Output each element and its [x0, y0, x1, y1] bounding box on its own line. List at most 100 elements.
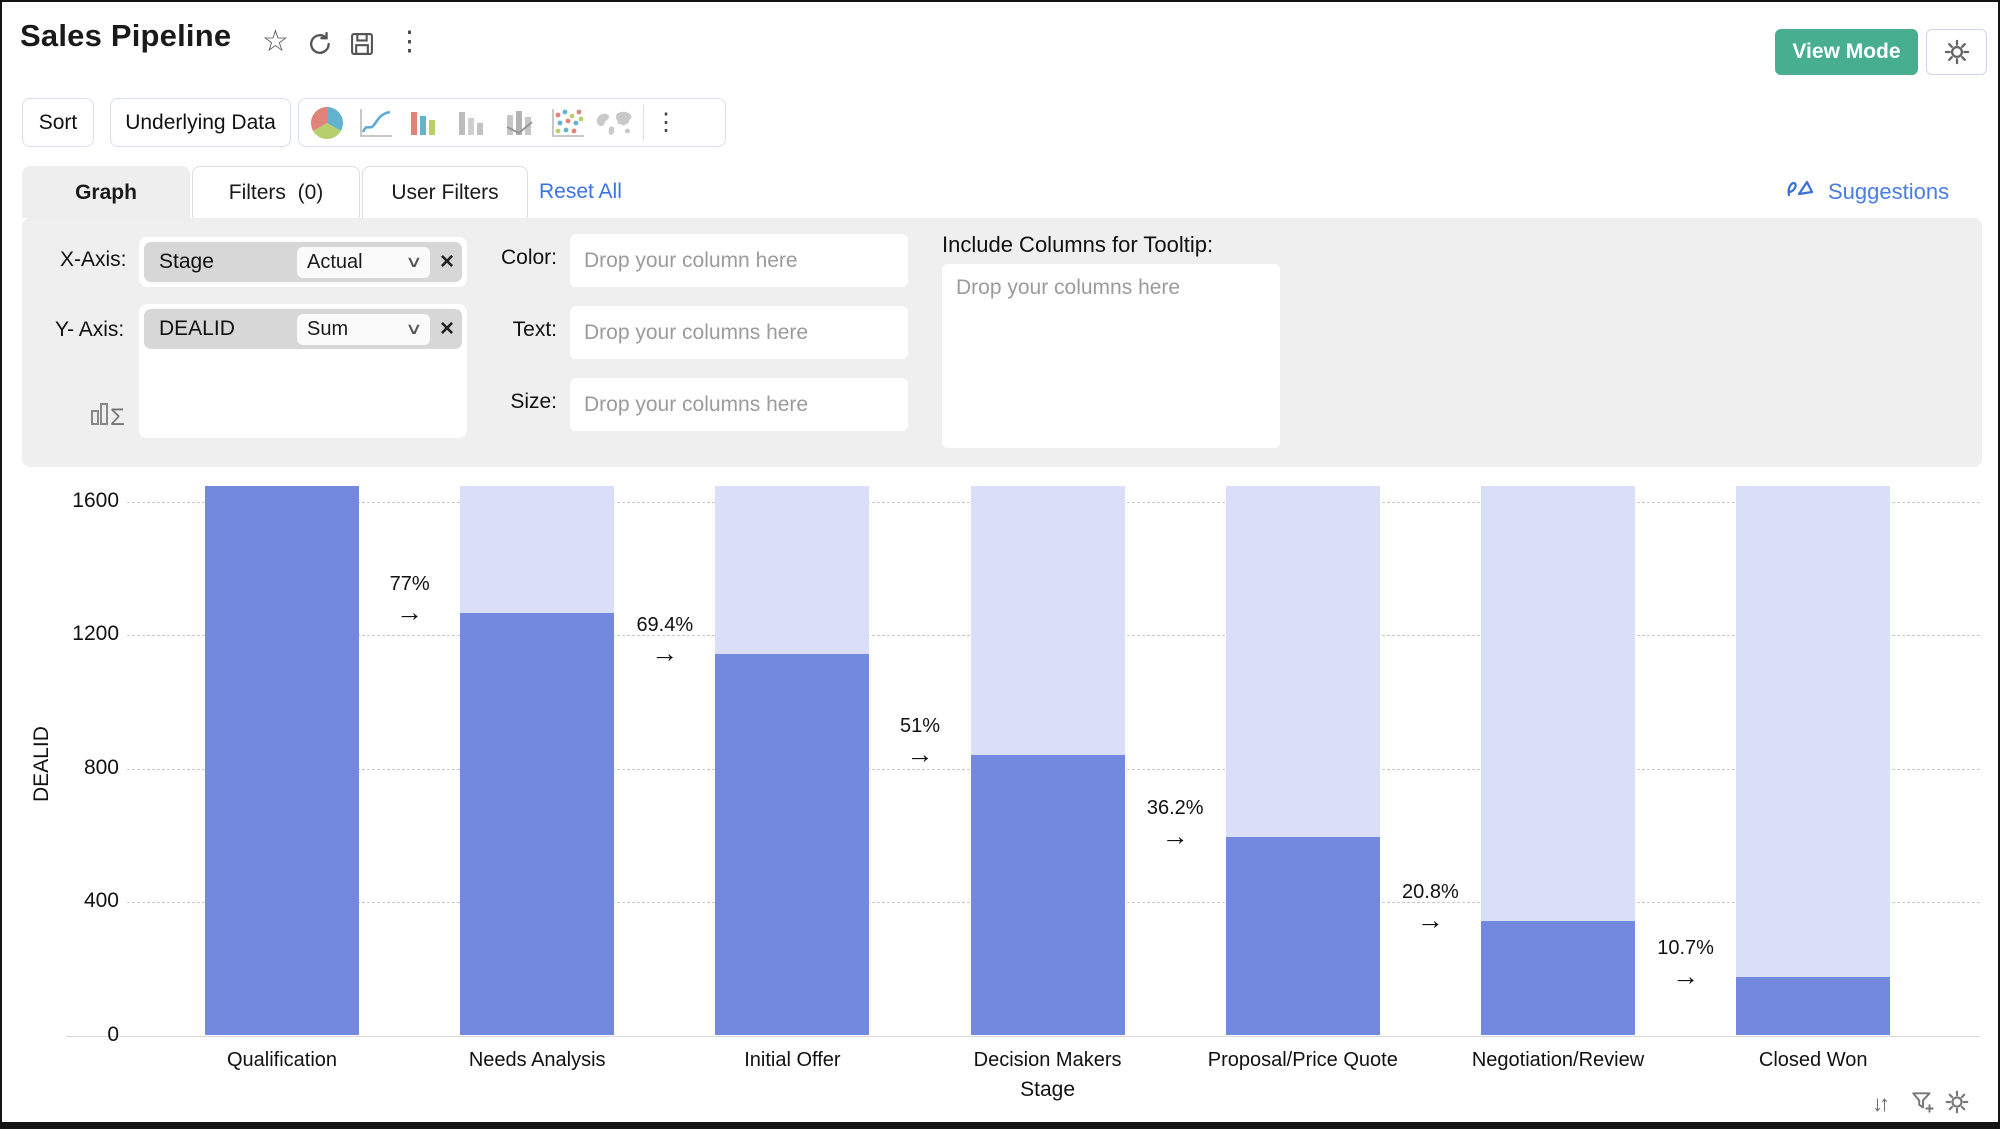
toolbar-divider: [643, 104, 644, 141]
zia-suggestions-label: Suggestions: [1828, 179, 1950, 204]
more-chart-types-icon[interactable]: ⋮: [654, 109, 678, 136]
funnel-bar-chart: DEALID ↓↑ 0 400 800 1200 1600 Qualification Ne…: [2, 467, 1998, 1122]
conversion-arrow-icon: →: [1672, 960, 1700, 991]
x-axis-label: X-Axis:: [60, 248, 127, 271]
reference-bar[interactable]: [1736, 486, 1891, 977]
conversion-rate-label: 77%: [389, 572, 430, 595]
reference-bar[interactable]: [460, 486, 615, 613]
y-tick-label: 400: [83, 889, 119, 912]
tooltip-placeholder: Drop your columns here: [956, 276, 1181, 299]
conversion-arrow-icon: →: [906, 739, 934, 770]
text-label: Text:: [512, 318, 557, 341]
bar-chart-gray-icon[interactable]: [447, 103, 495, 143]
chart-sort-icon[interactable]: ↓↑: [1872, 1091, 1890, 1116]
x-category-label: Qualification: [226, 1049, 338, 1071]
svg-text:Σ: Σ: [110, 404, 125, 430]
zia-suggestions-link[interactable]: Suggestions: [1786, 166, 1949, 218]
size-dropzone[interactable]: Drop your columns here: [570, 378, 908, 431]
x-axis-remove-icon[interactable]: ×: [439, 248, 454, 275]
conversion-rate-label: 10.7%: [1657, 936, 1714, 959]
x-axis-aggregation-value: Actual: [306, 250, 363, 273]
chart-config-panel: X-Axis: Stage Actual ∨ × Y- Axis: DEALID…: [22, 218, 1982, 467]
combo-chart-gray-icon[interactable]: [495, 103, 543, 143]
conversion-arrow-icon: →: [1161, 820, 1189, 851]
value-bar[interactable]: [1225, 836, 1380, 1036]
tooltip-section-label: Include Columns for Tooltip:: [942, 232, 1214, 257]
value-bar[interactable]: [715, 654, 870, 1036]
y-tick-label: 1600: [72, 488, 119, 512]
chart-type-toolbar: ⋮: [298, 98, 726, 147]
x-category-label: Negotiation/Review: [1471, 1049, 1645, 1071]
bar-chart-colored-icon[interactable]: [399, 103, 447, 143]
x-category-label: Needs Analysis: [468, 1049, 606, 1071]
y-axis-aggregation-dropdown[interactable]: Sum ∨: [296, 313, 430, 345]
conversion-rate-label: 51%: [899, 715, 941, 738]
more-options-icon[interactable]: ⋮: [396, 26, 423, 56]
chevron-down-icon: ∨: [405, 254, 423, 271]
x-axis-baseline: [66, 1035, 1980, 1037]
scatter-plot-icon[interactable]: [543, 103, 591, 143]
value-bar[interactable]: [970, 755, 1125, 1036]
x-axis-column-chip[interactable]: Stage Actual ∨ ×: [144, 242, 462, 282]
chevron-down-icon: ∨: [405, 321, 423, 338]
view-mode-button[interactable]: View Mode: [1775, 29, 1918, 75]
size-label: Size:: [510, 390, 557, 413]
x-category-label: Closed Won: [1758, 1049, 1868, 1071]
tab-filters[interactable]: Filters (0): [192, 166, 360, 218]
y-tick-label: 0: [107, 1022, 119, 1046]
conversion-rate-label: 36.2%: [1146, 796, 1204, 819]
conversion-arrow-icon: →: [1416, 905, 1444, 936]
value-bar[interactable]: [205, 486, 359, 1036]
value-bar[interactable]: [1481, 921, 1635, 1036]
x-axis-title: Stage: [1020, 1078, 1076, 1101]
map-chart-icon[interactable]: [591, 103, 639, 143]
tooltip-dropzone[interactable]: Drop your columns here: [942, 264, 1280, 448]
x-category-label: Proposal/Price Quote: [1207, 1049, 1398, 1071]
y-axis-column-name: DEALID: [159, 317, 235, 340]
text-placeholder: Drop your columns here: [584, 320, 809, 344]
value-bar[interactable]: [1736, 976, 1891, 1036]
y-tick-label: 800: [83, 755, 119, 779]
size-placeholder: Drop your columns here: [584, 392, 809, 416]
color-placeholder: Drop your column here: [584, 248, 798, 272]
settings-button[interactable]: [1926, 29, 1987, 75]
y-axis-dropzone[interactable]: DEALID Sum ∨ ×: [139, 304, 467, 438]
reference-bar[interactable]: [1481, 486, 1635, 922]
tab-graph[interactable]: Graph: [22, 166, 190, 218]
chart-settings-icon[interactable]: [1944, 1089, 1970, 1120]
x-axis-dropzone[interactable]: Stage Actual ∨ ×: [139, 237, 467, 287]
aggregate-summary-icon: Σ: [90, 398, 126, 435]
conversion-arrow-icon: →: [651, 638, 679, 669]
reference-bar[interactable]: [970, 486, 1125, 756]
text-dropzone[interactable]: Drop your columns here: [570, 306, 908, 359]
conversion-rate-label: 69.4%: [636, 614, 694, 637]
save-icon[interactable]: [348, 30, 376, 63]
x-axis-aggregation-dropdown[interactable]: Actual ∨: [296, 246, 430, 278]
add-filter-icon[interactable]: [1910, 1089, 1936, 1120]
y-axis-remove-icon[interactable]: ×: [439, 315, 454, 342]
gear-icon: [1944, 39, 1969, 65]
conversion-arrow-icon: →: [396, 596, 424, 627]
y-axis-aggregation-value: Sum: [306, 317, 349, 340]
favorite-star-icon[interactable]: ☆: [262, 25, 289, 58]
zia-icon: [1786, 175, 1820, 209]
y-tick-label: 1200: [72, 622, 119, 645]
x-category-label: Decision Makers: [973, 1049, 1122, 1071]
reference-bar[interactable]: [1225, 486, 1380, 837]
pie-chart-icon[interactable]: [303, 103, 351, 143]
y-axis-column-chip[interactable]: DEALID Sum ∨ ×: [144, 309, 462, 349]
x-axis-column-name: Stage: [159, 250, 214, 273]
page-title: Sales Pipeline: [20, 18, 232, 53]
y-axis-label: Y- Axis:: [55, 318, 125, 341]
color-label: Color:: [500, 246, 557, 269]
sort-button[interactable]: Sort: [22, 98, 94, 147]
line-chart-icon[interactable]: [351, 103, 399, 143]
reset-all-link[interactable]: Reset All: [539, 180, 622, 203]
value-bar[interactable]: [460, 612, 615, 1036]
reference-bar[interactable]: [715, 486, 870, 655]
tab-user-filters[interactable]: User Filters: [362, 166, 528, 218]
refresh-icon[interactable]: [306, 30, 334, 63]
color-dropzone[interactable]: Drop your column here: [570, 234, 908, 287]
underlying-data-button[interactable]: Underlying Data: [110, 98, 291, 147]
